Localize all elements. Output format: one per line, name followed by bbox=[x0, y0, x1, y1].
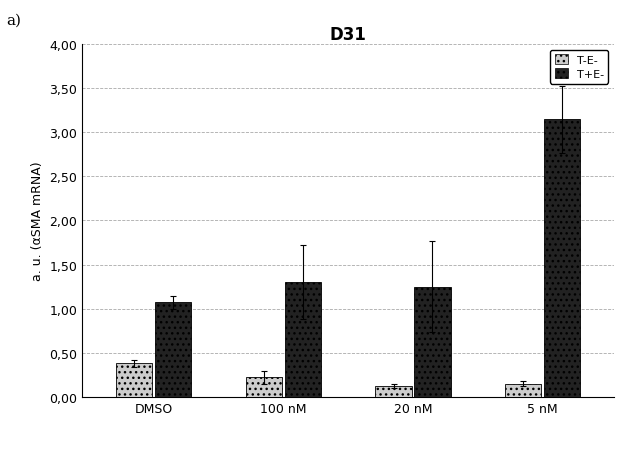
Bar bbox=[414, 287, 451, 397]
Bar bbox=[505, 384, 541, 397]
Bar bbox=[544, 120, 580, 397]
Bar bbox=[155, 303, 191, 397]
Bar bbox=[375, 387, 411, 397]
Legend: T-E-, T+E-: T-E-, T+E- bbox=[550, 51, 608, 84]
Text: a): a) bbox=[6, 14, 22, 28]
Bar bbox=[116, 364, 153, 397]
Bar bbox=[285, 282, 321, 397]
Bar bbox=[246, 377, 282, 397]
Y-axis label: a. u. (αSMA mRNA): a. u. (αSMA mRNA) bbox=[31, 161, 44, 281]
Title: D31: D31 bbox=[330, 26, 367, 44]
